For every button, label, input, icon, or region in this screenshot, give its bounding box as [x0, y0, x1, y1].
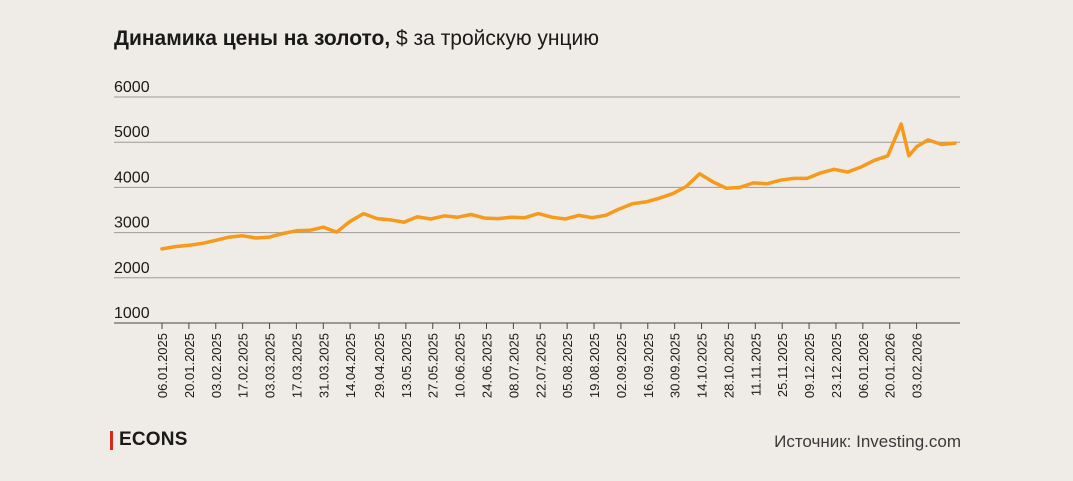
x-tick-label: 23.12.2025 [829, 333, 844, 398]
y-tick-label: 2000 [114, 260, 150, 277]
x-tick-label: 31.03.2025 [316, 333, 331, 398]
x-tick-label: 27.05.2025 [426, 333, 441, 398]
price-series-line [160, 122, 957, 251]
x-tick-label: 17.03.2025 [289, 333, 304, 398]
x-tick-label: 14.10.2025 [695, 333, 710, 398]
x-tick-label: 06.01.2026 [856, 333, 871, 398]
y-tick-label: 3000 [114, 215, 150, 232]
x-tick-label: 03.03.2025 [263, 333, 278, 398]
source-note: Источник: Investing.com [774, 432, 961, 451]
x-tick-label: 03.02.2026 [910, 333, 925, 398]
logo-bar [110, 430, 113, 450]
x-tick-label: 29.04.2025 [372, 333, 387, 398]
chart-title-bold: Динамика цены на золото, [114, 27, 391, 50]
x-tick-label: 28.10.2025 [721, 333, 736, 398]
x-tick-label: 22.07.2025 [533, 333, 548, 398]
x-tick-label: 03.02.2025 [209, 333, 224, 398]
x-tick-label: 24.06.2025 [479, 333, 494, 398]
x-tick-label: 09.12.2025 [802, 333, 817, 398]
x-tick-label: 10.06.2025 [453, 333, 468, 398]
x-tick-label: 08.07.2025 [506, 333, 521, 398]
x-tick-label: 16.09.2025 [641, 333, 656, 398]
y-tick-label: 1000 [114, 305, 150, 322]
y-tick-label: 5000 [114, 124, 150, 141]
x-tick-label: 17.02.2025 [236, 333, 251, 398]
x-tick-label: 19.08.2025 [587, 333, 602, 398]
x-tick-label: 11.11.2025 [748, 333, 763, 396]
x-tick-label: 13.05.2025 [399, 333, 414, 398]
chart-title-unit: $ за тройскую унцию [390, 27, 600, 50]
x-tick-label: 25.11.2025 [775, 333, 790, 397]
x-tick-label: 14.04.2025 [343, 333, 358, 398]
x-tick-label: 02.09.2025 [614, 333, 629, 398]
econs-logo: ECONS [110, 429, 188, 451]
x-tick-label: 06.01.2025 [155, 333, 170, 398]
x-tick-label: 20.01.2026 [883, 333, 898, 398]
y-tick-label: 4000 [114, 169, 150, 186]
x-tick-label: 20.01.2025 [182, 333, 197, 398]
x-tick-label: 05.08.2025 [560, 333, 575, 398]
y-tick-label: 6000 [114, 79, 150, 96]
logo-text: ECONS [119, 429, 188, 450]
x-tick-label: 30.09.2025 [668, 333, 683, 398]
chart-title: Динамика цены на золото, $ за тройскую у… [114, 27, 599, 51]
